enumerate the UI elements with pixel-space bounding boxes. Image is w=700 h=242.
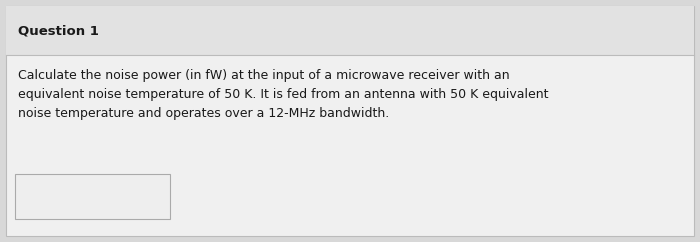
Bar: [15, 174, 170, 219]
Text: Calculate the noise power (in fW) at the input of a microwave receiver with an
e: Calculate the noise power (in fW) at the…: [18, 69, 549, 121]
Text: Question 1: Question 1: [18, 24, 99, 37]
Bar: [6, 6, 694, 55]
